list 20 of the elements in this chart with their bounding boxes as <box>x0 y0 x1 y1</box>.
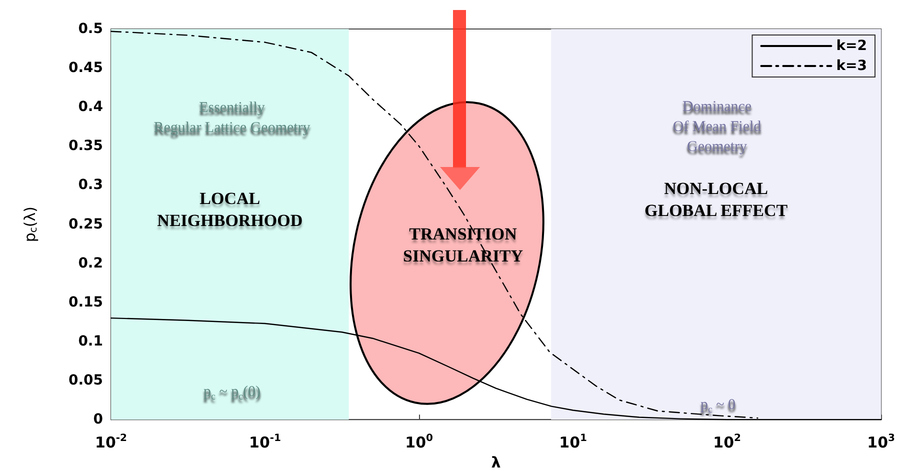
y-tick-label: 0.5 <box>78 21 103 37</box>
y-tick-label: 0.35 <box>68 138 103 154</box>
annotation: Essentially Regular Lattice Geometry <box>154 100 311 136</box>
x-axis-title: λ <box>491 454 502 472</box>
y-tick-label: 0.4 <box>78 99 104 116</box>
legend-label: k=2 <box>836 38 868 54</box>
y-tick-label: 0.45 <box>68 60 103 76</box>
annotation: Dominance Of Mean Field Geometry <box>672 99 762 155</box>
y-tick-label: 0.3 <box>78 177 103 194</box>
legend-label: k=3 <box>836 58 868 74</box>
annotation: TRANSITION SINGULARITY <box>403 224 523 266</box>
y-axis-title: pc(λ) <box>21 206 40 242</box>
y-tick-label: 0 <box>93 412 104 428</box>
band-label: LOCAL NEIGHBORHOOD <box>157 188 303 230</box>
y-tick-label: 0.1 <box>78 333 103 350</box>
y-tick-label: 0.2 <box>78 255 103 272</box>
y-tick-label: 0.05 <box>68 372 103 389</box>
y-tick-label: 0.25 <box>68 216 103 232</box>
band-label: NON-LOCAL GLOBAL EFFECT <box>644 178 788 220</box>
y-tick-label: 0.15 <box>68 294 103 310</box>
